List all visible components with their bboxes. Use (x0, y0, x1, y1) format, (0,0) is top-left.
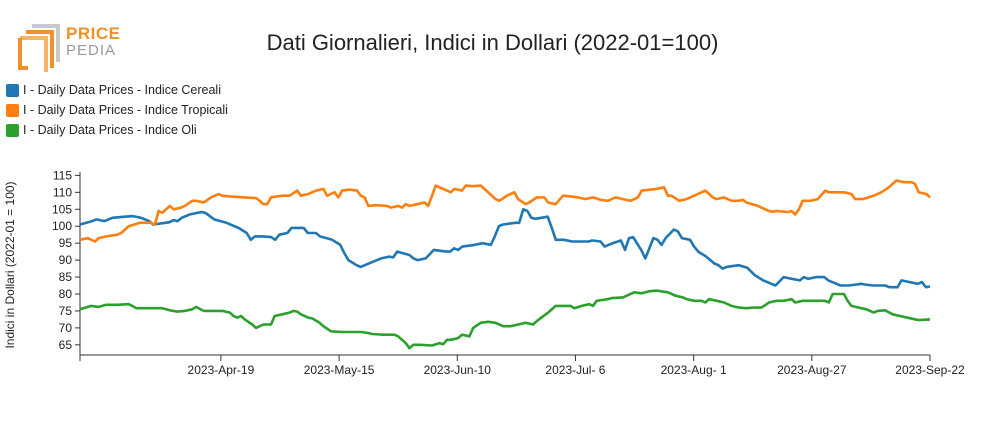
y-tick-label: 100 (52, 219, 72, 233)
y-tick-label: 70 (59, 321, 73, 335)
series-line-2 (79, 289, 931, 350)
y-axis-title: Indici in Dollari (2022-01 = 100) (3, 181, 17, 348)
chart-title: Dati Giornalieri, Indici in Dollari (202… (266, 30, 719, 55)
logo-mark (18, 24, 60, 72)
legend-swatch-tropicali (6, 103, 19, 117)
y-axis: 65 70 75 80 85 90 95 100 105 110 115 (52, 168, 81, 355)
legend-swatch-cereali (6, 83, 19, 97)
y-tick-label: 115 (53, 168, 72, 182)
series-layer (79, 179, 931, 350)
x-tick-label: 2023-Apr-19 (188, 363, 255, 377)
series-line-1 (79, 179, 931, 243)
legend-swatch-oli (6, 123, 19, 137)
y-tick-label: 110 (53, 185, 72, 199)
x-tick-label: 2023-May-15 (304, 363, 375, 377)
pricepedia-logo: PRICE PEDIA (18, 24, 128, 74)
y-tick-label: 90 (59, 253, 73, 267)
y-tick-label: 95 (59, 236, 73, 250)
x-tick-label: 2023-Aug- 1 (661, 363, 727, 377)
x-tick-label: 2023-Sep-22 (895, 363, 965, 377)
legend-item-cereali[interactable]: I - Daily Data Prices - Indice Cereali (6, 80, 228, 100)
series-line-0 (79, 208, 931, 289)
y-tick-label: 105 (52, 202, 72, 216)
y-tick-label: 80 (59, 287, 73, 301)
y-tick-label: 65 (59, 338, 73, 352)
legend-item-oli[interactable]: I - Daily Data Prices - Indice Oli (6, 120, 228, 140)
logo-text-price: PRICE (66, 24, 121, 43)
y-tick-label: 85 (59, 270, 73, 284)
x-axis: 2023-Apr-19 2023-May-15 2023-Jun-10 2023-Ju… (79, 354, 965, 377)
legend-label-oli: I - Daily Data Prices - Indice Oli (23, 123, 197, 137)
x-tick-label: 2023-Jul- 6 (545, 363, 605, 377)
legend-label-cereali: I - Daily Data Prices - Indice Cereali (23, 83, 221, 97)
legend: I - Daily Data Prices - Indice Cereali I… (6, 80, 228, 140)
logo-text-pedia: PEDIA (66, 42, 117, 59)
x-tick-label: 2023-Aug-27 (777, 363, 847, 377)
legend-label-tropicali: I - Daily Data Prices - Indice Tropicali (23, 103, 228, 117)
y-tick-label: 75 (59, 304, 73, 318)
legend-item-tropicali[interactable]: I - Daily Data Prices - Indice Tropicali (6, 100, 228, 120)
x-tick-label: 2023-Jun-10 (424, 363, 492, 377)
